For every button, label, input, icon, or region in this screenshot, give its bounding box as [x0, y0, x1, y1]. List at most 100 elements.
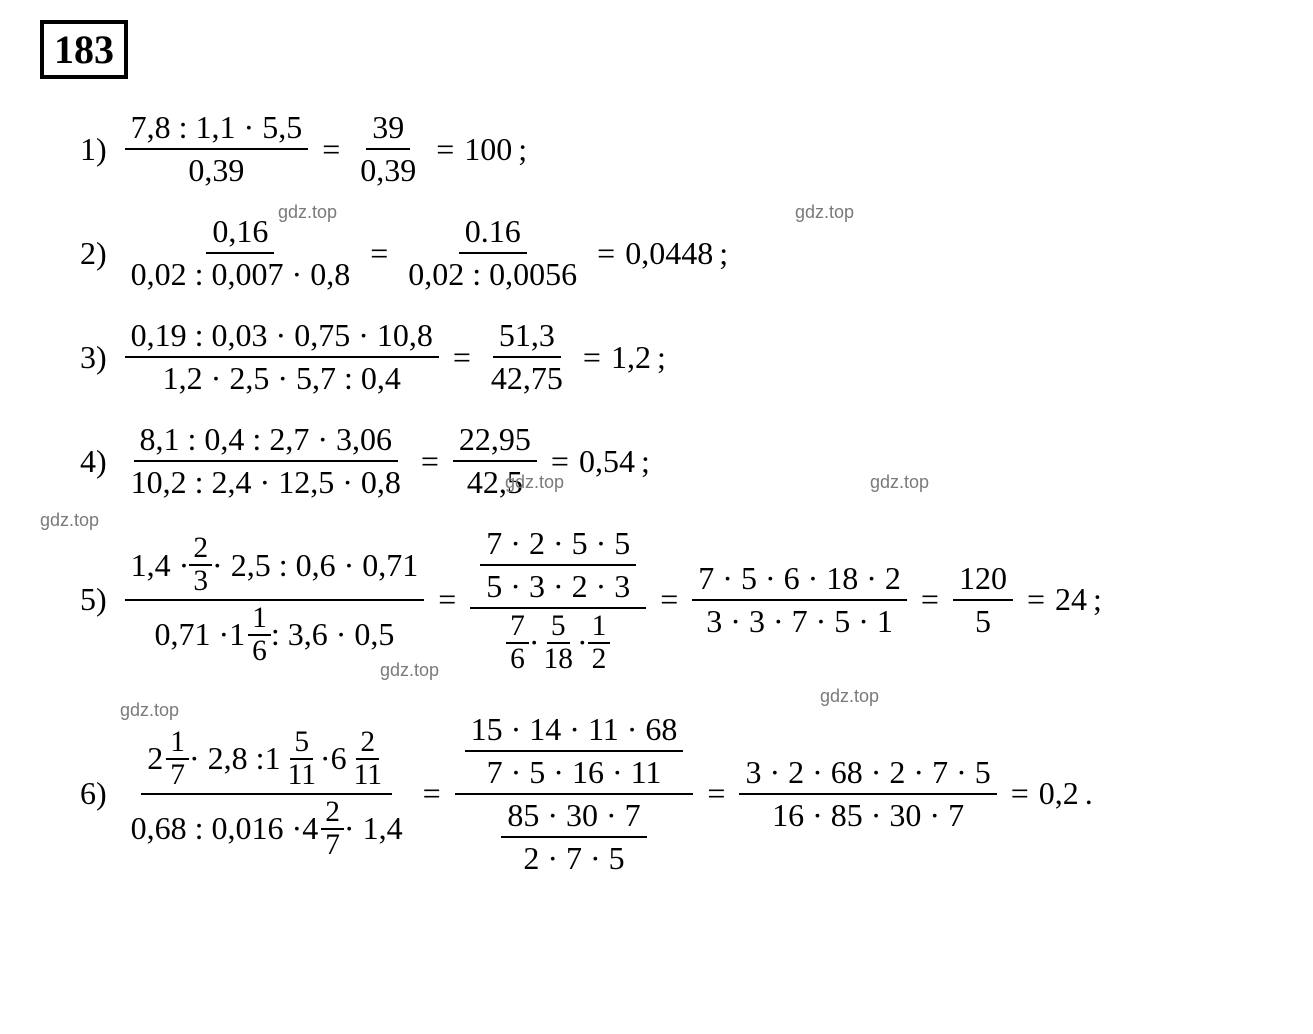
- small-fraction: 12: [588, 611, 611, 675]
- numerator: 0,19 : 0,03 · 0,75 · 10,8: [125, 317, 439, 358]
- math-text: ·: [577, 624, 588, 661]
- whole-part: 6: [331, 740, 347, 777]
- result-value: 0,54: [579, 443, 635, 480]
- small-fraction: 511: [284, 727, 320, 791]
- inner-fraction: 7 · 2 · 5 · 5 5 · 3 · 2 · 3: [480, 525, 636, 605]
- inner-fraction: 85 · 30 · 7 2 · 7 · 5: [501, 797, 646, 877]
- equals-sign: =: [322, 131, 340, 168]
- denominator: 2: [588, 644, 611, 675]
- denominator: 6: [248, 636, 271, 667]
- small-fraction: 16: [248, 603, 271, 667]
- denominator: 0,71 · 116 : 3,6 · 0,5: [148, 601, 400, 667]
- fraction-fourth: 120 5: [953, 560, 1013, 640]
- numerator: 2: [321, 797, 344, 830]
- denominator: 3 · 3 · 7 · 5 · 1: [700, 601, 899, 640]
- fraction-lhs: 7,8 : 1,1 · 5,5 0,39: [125, 109, 309, 189]
- equals-sign: =: [707, 775, 725, 812]
- inner-fraction: 15 · 14 · 11 · 68 7 · 5 · 16 · 11: [465, 711, 684, 791]
- small-fraction: 23: [189, 533, 212, 597]
- denominator: 11: [284, 760, 320, 791]
- denominator: 0,02 : 0,0056: [402, 254, 583, 293]
- equals-sign: =: [423, 775, 441, 812]
- small-fraction: 17: [166, 727, 189, 791]
- numerator: 15 · 14 · 11 · 68: [465, 711, 684, 752]
- item-index: 5): [80, 581, 107, 618]
- denominator: 0,02 : 0,007 · 0,8: [125, 254, 357, 293]
- fraction-lhs: 0,16 0,02 : 0,007 · 0,8: [125, 213, 357, 293]
- equals-sign: =: [370, 235, 388, 272]
- numerator: 5: [547, 611, 570, 644]
- denominator: 0,68 : 0,016 · 427 · 1,4: [125, 795, 409, 861]
- numerator: 7 · 2 · 5 · 5: [480, 525, 636, 566]
- numerator: 39: [366, 109, 410, 150]
- denominator: 76 · 518 · 12: [500, 609, 616, 675]
- terminator: ;: [657, 339, 666, 376]
- numerator: 85 · 30 · 7: [501, 797, 646, 838]
- denominator: 5 · 3 · 2 · 3: [480, 566, 636, 605]
- denominator: 0,39: [354, 150, 422, 189]
- page-root: 183 1) 7,8 : 1,1 · 5,5 0,39 = 39 0,39 = …: [0, 0, 1313, 1034]
- small-fraction: 211: [350, 727, 386, 791]
- numerator: 2: [189, 533, 212, 566]
- math-text: · 2,8 :: [189, 740, 265, 777]
- item-index: 3): [80, 339, 107, 376]
- terminator: ;: [1093, 581, 1102, 618]
- denominator: 16 · 85 · 30 · 7: [766, 795, 970, 834]
- numerator: 7 · 5 · 6 · 18 · 2: [692, 560, 907, 601]
- equation-6: 6) 217 · 2,8 : 1511 · 6211 0,68 : 0,016 …: [40, 711, 1273, 877]
- numerator: 1,4 · 23 · 2,5 : 0,6 · 0,71: [125, 533, 425, 601]
- equation-1: 1) 7,8 : 1,1 · 5,5 0,39 = 39 0,39 = 100 …: [40, 109, 1273, 189]
- mixed-number: 116: [229, 603, 271, 667]
- terminator: ;: [518, 131, 527, 168]
- numerator: 15 · 14 · 11 · 68 7 · 5 · 16 · 11: [455, 711, 694, 795]
- watermark-text: gdz.top: [820, 686, 879, 707]
- result-value: 24: [1055, 581, 1087, 618]
- numerator: 1: [166, 727, 189, 760]
- item-index: 2): [80, 235, 107, 272]
- math-text: ·: [320, 740, 331, 777]
- numerator: 8,1 : 0,4 : 2,7 · 3,06: [134, 421, 398, 462]
- item-index: 4): [80, 443, 107, 480]
- result-value: 1,2: [611, 339, 651, 376]
- denominator: 0,39: [182, 150, 250, 189]
- denominator: 42,75: [485, 358, 569, 397]
- fraction-lhs: 8,1 : 0,4 : 2,7 · 3,06 10,2 : 2,4 · 12,5…: [125, 421, 407, 501]
- whole-part: 4: [302, 810, 318, 847]
- denominator: 18: [540, 644, 577, 675]
- equals-sign: =: [421, 443, 439, 480]
- equals-sign: =: [1011, 775, 1029, 812]
- numerator: 3 · 2 · 68 · 2 · 7 · 5: [739, 754, 996, 795]
- terminator: .: [1085, 775, 1093, 812]
- terminator: ;: [641, 443, 650, 480]
- denominator: 5: [969, 601, 997, 640]
- denominator: 85 · 30 · 7 2 · 7 · 5: [491, 795, 656, 877]
- mixed-number: 6211: [331, 727, 386, 791]
- whole-part: 2: [147, 740, 163, 777]
- equals-sign: =: [551, 443, 569, 480]
- denominator: 7: [166, 760, 189, 791]
- fraction-third: 7 · 5 · 6 · 18 · 2 3 · 3 · 7 · 5 · 1: [692, 560, 907, 640]
- problem-number-badge: 183: [40, 20, 128, 79]
- numerator: 1: [248, 603, 271, 636]
- math-text: · 1,4: [344, 810, 403, 847]
- fraction-lhs: 217 · 2,8 : 1511 · 6211 0,68 : 0,016 · 4…: [125, 727, 409, 861]
- denominator: 2 · 7 · 5: [517, 838, 630, 877]
- denominator: 3: [189, 566, 212, 597]
- equation-4: 4) 8,1 : 0,4 : 2,7 · 3,06 10,2 : 2,4 · 1…: [40, 421, 1273, 501]
- numerator: 5: [290, 727, 313, 760]
- numerator: 7,8 : 1,1 · 5,5: [125, 109, 309, 150]
- equals-sign: =: [597, 235, 615, 272]
- fraction-mid-nested: 15 · 14 · 11 · 68 7 · 5 · 16 · 11 85 · 3…: [455, 711, 694, 877]
- math-text: · 2,5 : 0,6 · 0,71: [212, 547, 418, 584]
- whole-part: 1: [265, 740, 281, 777]
- numerator: 7 · 2 · 5 · 5 5 · 3 · 2 · 3: [470, 525, 646, 609]
- result-value: 0,2: [1039, 775, 1079, 812]
- numerator: 2: [356, 727, 379, 760]
- mixed-number: 427: [302, 797, 344, 861]
- denominator: 7: [321, 830, 344, 861]
- numerator: 120: [953, 560, 1013, 601]
- equals-sign: =: [438, 581, 456, 618]
- fraction-lhs: 1,4 · 23 · 2,5 : 0,6 · 0,71 0,71 · 116 :…: [125, 533, 425, 667]
- item-index: 1): [80, 131, 107, 168]
- equals-sign: =: [453, 339, 471, 376]
